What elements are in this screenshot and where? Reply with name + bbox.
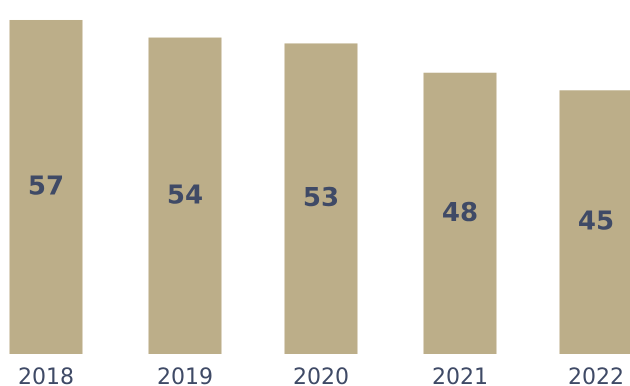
bar-2020: [284, 43, 358, 355]
bar-2019: [148, 37, 222, 355]
bar-value-label-2020: 53: [303, 183, 339, 213]
x-tick-label-2020: 2020: [293, 365, 349, 386]
bar-2018: [9, 19, 83, 354]
bar-value-label-2022: 45: [578, 207, 614, 237]
x-tick-label-2019: 2019: [157, 365, 213, 386]
bar-value-label-2021: 48: [442, 198, 478, 228]
bar-2021: [423, 72, 497, 354]
x-tick-label-2022: 2022: [568, 365, 624, 386]
x-tick-label-2018: 2018: [18, 365, 74, 386]
bar-value-label-2019: 54: [167, 180, 203, 210]
bar-value-label-2018: 57: [28, 171, 64, 201]
bar-2022: [559, 90, 630, 355]
x-tick-label-2021: 2021: [432, 365, 488, 386]
